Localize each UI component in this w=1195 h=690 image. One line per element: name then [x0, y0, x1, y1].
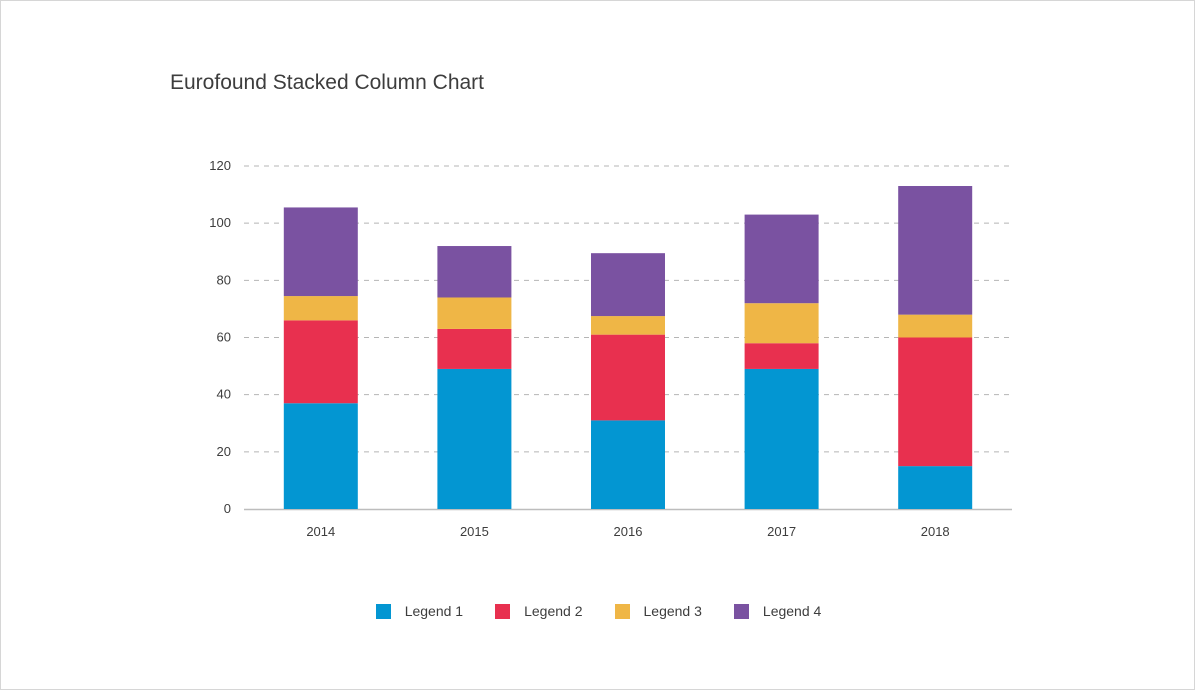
bar-segment: [591, 253, 665, 317]
legend-label: Legend 1: [404, 603, 464, 619]
legend-swatch: [495, 603, 511, 619]
bar-segment: [898, 337, 973, 467]
chart-title: Eurofound Stacked Column Chart: [170, 71, 485, 94]
bar-segment: [744, 343, 819, 369]
chart-legend: Legend 1 Legend 2 Legend 3 Legend 4: [1, 603, 1195, 619]
legend-label: Legend 4: [762, 603, 822, 619]
bar-segment: [437, 246, 512, 298]
y-tick-label: 20: [217, 444, 231, 459]
legend-swatch: [614, 603, 630, 619]
legend-label: Legend 3: [643, 603, 702, 619]
x-tick-label: 2016: [614, 524, 643, 539]
bar-segment: [898, 186, 973, 315]
legend-swatch: [733, 603, 749, 619]
bar-segment: [283, 207, 358, 297]
y-tick-label: 60: [217, 330, 231, 345]
bar-segment: [744, 303, 819, 344]
y-tick-label: 0: [224, 501, 231, 516]
y-tick-label: 100: [209, 215, 231, 230]
y-tick-label: 80: [217, 272, 231, 287]
legend-item: Legend 1: [375, 603, 464, 619]
x-tick-label: 2018: [921, 524, 950, 539]
bar-segment: [591, 420, 665, 509]
y-tick-label: 120: [209, 158, 231, 173]
bar-segment: [283, 403, 358, 509]
legend-label: Legend 2: [524, 603, 583, 619]
x-tick-label: 2017: [767, 524, 796, 539]
x-tick-label: 2015: [460, 524, 489, 539]
legend-item: Legend 2: [495, 603, 583, 619]
bar-segment: [744, 214, 819, 304]
legend-item: Legend 4: [733, 603, 822, 619]
bar-segment: [283, 320, 358, 404]
bar-segment: [437, 368, 512, 509]
bar-segment: [437, 297, 512, 329]
bar-segment: [591, 316, 665, 335]
bar-segment: [898, 466, 973, 509]
bar-segment: [898, 314, 973, 338]
bar-segment: [283, 296, 358, 321]
bar-segment: [744, 368, 819, 509]
bar-segment: [437, 328, 512, 369]
legend-swatch: [375, 603, 391, 619]
bar-segment: [591, 334, 665, 421]
x-tick-label: 2014: [306, 524, 335, 539]
legend-item: Legend 3: [614, 603, 702, 619]
y-tick-label: 40: [217, 387, 231, 402]
